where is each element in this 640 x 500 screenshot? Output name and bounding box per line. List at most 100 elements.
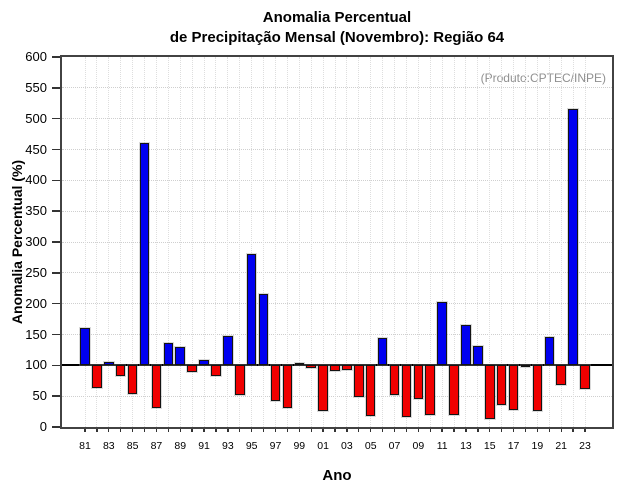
vertical-gridline bbox=[405, 57, 407, 427]
vertical-gridline bbox=[322, 57, 324, 427]
x-axis-tick bbox=[501, 427, 503, 432]
x-axis-tick bbox=[120, 427, 122, 432]
vertical-gridline bbox=[465, 57, 467, 427]
vertical-gridline bbox=[203, 57, 205, 427]
anomaly-bar bbox=[365, 365, 376, 416]
vertical-gridline bbox=[298, 57, 300, 427]
anomaly-bar bbox=[532, 365, 543, 411]
x-axis-tick bbox=[346, 427, 348, 432]
x-axis-tick bbox=[381, 427, 384, 432]
anomaly-bar bbox=[246, 253, 257, 366]
anomaly-bar bbox=[544, 336, 555, 366]
x-axis-tick bbox=[167, 427, 169, 432]
vertical-gridline bbox=[489, 57, 491, 427]
anomaly-bar bbox=[211, 365, 221, 376]
x-axis-tick bbox=[155, 427, 158, 432]
vertical-gridline bbox=[429, 57, 431, 427]
anomaly-bar bbox=[187, 365, 197, 373]
anomaly-bar bbox=[175, 347, 185, 366]
x-axis-tick bbox=[84, 427, 86, 432]
vertical-gridline bbox=[417, 57, 419, 427]
x-tick-label: 05 bbox=[364, 440, 377, 452]
x-axis-tick bbox=[572, 427, 574, 432]
vertical-gridline bbox=[263, 57, 265, 427]
y-tick-label: 400 bbox=[25, 172, 47, 188]
vertical-gridline bbox=[513, 57, 515, 427]
anomaly-bar bbox=[223, 336, 233, 366]
y-axis-tick bbox=[52, 302, 62, 305]
anomaly-bar bbox=[377, 338, 388, 366]
x-axis-tick bbox=[131, 427, 134, 432]
x-tick-label: 81 bbox=[79, 440, 91, 452]
x-axis-tick bbox=[477, 427, 479, 432]
x-tick-label: 83 bbox=[102, 440, 115, 452]
vertical-gridline bbox=[524, 57, 526, 427]
y-axis-tick bbox=[52, 241, 62, 243]
x-axis-tick bbox=[215, 427, 217, 432]
vertical-gridline bbox=[334, 57, 336, 427]
anomaly-bar bbox=[330, 365, 340, 372]
x-axis-tick bbox=[560, 427, 562, 432]
x-axis-tick bbox=[251, 427, 253, 432]
anomaly-bar bbox=[496, 365, 507, 405]
x-axis-tick bbox=[512, 427, 515, 432]
vertical-gridline bbox=[441, 57, 443, 427]
y-axis-tick bbox=[52, 272, 62, 274]
y-tick-label: 500 bbox=[25, 110, 47, 126]
vertical-gridline bbox=[394, 57, 396, 427]
vertical-gridline bbox=[453, 57, 455, 427]
x-axis-tick bbox=[262, 427, 265, 432]
x-axis-tick bbox=[310, 427, 312, 432]
x-tick-label: 07 bbox=[388, 440, 401, 452]
horizontal-gridline bbox=[62, 179, 612, 181]
vertical-gridline bbox=[477, 57, 479, 427]
y-tick-label: 600 bbox=[25, 49, 47, 64]
y-tick-label: 0 bbox=[39, 419, 47, 434]
x-axis-tick bbox=[143, 427, 146, 432]
vertical-gridline bbox=[382, 57, 384, 427]
x-axis-tick bbox=[286, 427, 289, 432]
x-axis-tick bbox=[334, 427, 336, 432]
x-axis-tick bbox=[453, 427, 455, 432]
x-axis-tick bbox=[405, 427, 408, 432]
x-axis-tick bbox=[322, 427, 324, 432]
y-axis-tick bbox=[52, 395, 62, 397]
x-tick-label: 89 bbox=[174, 440, 187, 452]
plot-frame bbox=[60, 55, 614, 429]
y-tick-label: 200 bbox=[25, 295, 47, 311]
x-tick-label: 09 bbox=[412, 440, 425, 452]
y-tick-label: 150 bbox=[25, 326, 47, 342]
x-axis-tick bbox=[417, 427, 419, 432]
horizontal-gridline bbox=[62, 334, 612, 335]
anomaly-bar bbox=[580, 365, 590, 390]
anomaly-bar bbox=[473, 346, 483, 366]
x-axis-tick bbox=[298, 427, 300, 432]
vertical-gridline bbox=[560, 57, 562, 427]
y-axis-tick bbox=[52, 179, 62, 182]
x-tick-label: 95 bbox=[245, 440, 258, 452]
x-tick-label: 97 bbox=[269, 440, 282, 452]
x-axis-tick bbox=[584, 427, 586, 432]
anomaly-bar bbox=[568, 109, 578, 366]
y-tick-label: 300 bbox=[25, 234, 47, 249]
x-tick-label: 23 bbox=[579, 440, 591, 452]
y-axis-tick bbox=[52, 56, 62, 58]
horizontal-gridline bbox=[62, 118, 612, 120]
x-axis-tick bbox=[441, 427, 443, 432]
vertical-gridline bbox=[310, 57, 312, 427]
vertical-gridline bbox=[132, 57, 134, 427]
x-tick-label: 01 bbox=[317, 440, 329, 452]
vertical-gridline bbox=[179, 57, 181, 427]
vertical-gridline bbox=[251, 57, 253, 427]
y-axis-tick bbox=[52, 87, 62, 89]
vertical-gridline bbox=[584, 57, 586, 427]
anomaly-bar bbox=[80, 328, 90, 366]
anomaly-bar bbox=[151, 365, 162, 409]
vertical-gridline bbox=[536, 57, 538, 427]
x-tick-label: 11 bbox=[436, 440, 448, 452]
source-annotation: (Produto:CPTEC/INPE) bbox=[480, 71, 606, 85]
x-axis-tick bbox=[108, 427, 110, 432]
horizontal-gridline bbox=[62, 87, 612, 89]
y-tick-label: 100 bbox=[25, 357, 47, 373]
chart-title: Anomalia Percentual de Precipitação Mens… bbox=[62, 8, 612, 48]
